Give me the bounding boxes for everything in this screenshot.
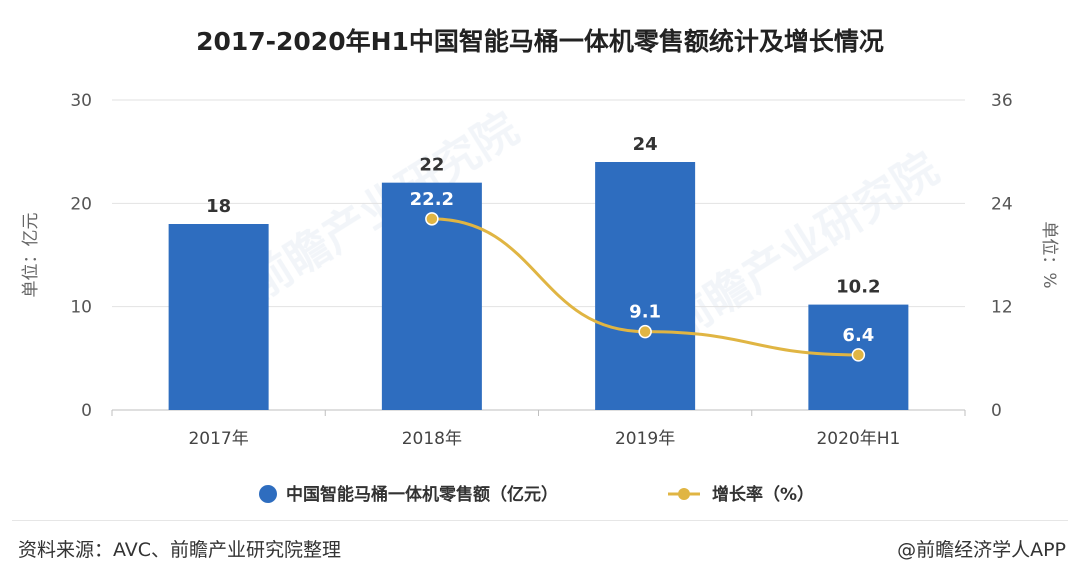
- y-right-tick-label: 36: [991, 91, 1013, 111]
- line-value-label: 22.2: [410, 189, 454, 210]
- bar-value-label: 18: [206, 196, 231, 217]
- y-right-tick-label: 0: [991, 401, 1002, 421]
- legend-line-marker: [678, 488, 690, 500]
- line-value-label: 9.1: [629, 302, 661, 323]
- growth-rate-point: [425, 212, 439, 226]
- legend-line-label: 增长率（%）: [712, 484, 814, 505]
- y-right-tick-label: 24: [991, 194, 1013, 214]
- bar-series: [168, 162, 909, 410]
- y-right-tick-label: 12: [991, 298, 1013, 318]
- y-left-tick-label: 20: [70, 194, 92, 214]
- y-left-tick-label: 10: [70, 298, 92, 318]
- footer-divider: [12, 520, 1068, 521]
- x-tick-label: 2019年: [615, 429, 675, 449]
- x-tick-label: 2020年H1: [816, 429, 900, 449]
- combo-chart: 前瞻产业研究院 前瞻产业研究院 01020300122436单位：亿元单位：%2…: [21, 91, 1059, 505]
- y-right-axis-title: 单位：%: [1039, 221, 1059, 288]
- legend-bar-label: 中国智能马桶一体机零售额（亿元）: [286, 484, 558, 505]
- bar: [168, 224, 269, 410]
- legend: 中国智能马桶一体机零售额（亿元） 增长率（%）: [259, 484, 814, 505]
- legend-bar-marker: [259, 485, 277, 503]
- bar-value-label: 24: [633, 134, 658, 155]
- source-note: 资料来源：AVC、前瞻产业研究院整理: [18, 539, 342, 561]
- y-left-tick-label: 30: [70, 91, 92, 111]
- growth-rate-point: [638, 324, 652, 339]
- x-tick-label: 2017年: [188, 429, 248, 449]
- x-tick-label: 2018年: [402, 429, 462, 449]
- growth-rate-line: [431, 217, 859, 357]
- bar-value-label: 22: [419, 155, 444, 176]
- line-series: [425, 212, 866, 362]
- growth-rate-point: [851, 348, 866, 362]
- y-left-axis-title: 单位：亿元: [21, 213, 41, 298]
- chart-title: 2017-2020年H1中国智能马桶一体机零售额统计及增长情况: [196, 27, 884, 56]
- line-value-label: 6.4: [842, 325, 874, 346]
- data-labels: 18 22 24 10.2 22.2 9.1 6.4: [206, 134, 880, 346]
- credit-note: @前瞻经济学人APP: [897, 539, 1066, 561]
- bar: [595, 162, 696, 410]
- y-left-tick-label: 0: [81, 401, 92, 421]
- bar-value-label: 10.2: [836, 277, 880, 298]
